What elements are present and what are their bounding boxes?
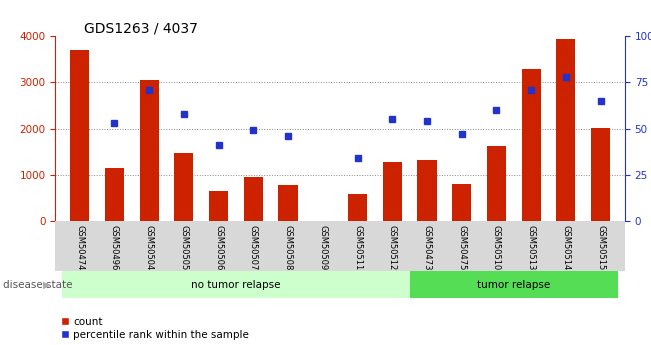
Legend: count, percentile rank within the sample: count, percentile rank within the sample — [61, 317, 249, 340]
Text: GSM50474: GSM50474 — [75, 225, 84, 270]
Text: GSM50507: GSM50507 — [249, 225, 258, 270]
Text: GSM50509: GSM50509 — [318, 225, 327, 270]
Text: GSM50514: GSM50514 — [561, 225, 570, 270]
Bar — [521, 69, 541, 221]
Text: GSM50510: GSM50510 — [492, 225, 501, 270]
Text: GSM50506: GSM50506 — [214, 225, 223, 270]
Text: GSM50515: GSM50515 — [596, 225, 605, 270]
Text: GSM50475: GSM50475 — [457, 225, 466, 270]
Text: GSM50496: GSM50496 — [110, 225, 119, 270]
Text: ▶: ▶ — [42, 280, 50, 289]
Text: GSM50512: GSM50512 — [388, 225, 396, 270]
Text: disease state: disease state — [3, 280, 73, 289]
Bar — [409, 271, 618, 298]
Bar — [591, 128, 610, 221]
Text: GDS1263 / 4037: GDS1263 / 4037 — [84, 21, 198, 35]
Text: GSM50505: GSM50505 — [179, 225, 188, 270]
Bar — [139, 80, 159, 221]
Bar — [383, 162, 402, 221]
Bar — [557, 39, 575, 221]
Bar — [279, 185, 298, 221]
Bar — [348, 194, 367, 221]
Text: GSM50511: GSM50511 — [353, 225, 362, 270]
Bar — [105, 168, 124, 221]
Bar — [452, 184, 471, 221]
Bar — [417, 160, 437, 221]
Bar — [62, 271, 409, 298]
Text: GSM50508: GSM50508 — [284, 225, 292, 270]
Text: GSM50473: GSM50473 — [422, 225, 432, 270]
Text: GSM50513: GSM50513 — [527, 225, 536, 270]
Text: tumor relapse: tumor relapse — [477, 280, 551, 289]
Text: GSM50504: GSM50504 — [145, 225, 154, 270]
Bar — [243, 177, 263, 221]
Bar — [70, 50, 89, 221]
Bar — [174, 152, 193, 221]
Bar — [209, 191, 228, 221]
Bar — [487, 146, 506, 221]
Text: no tumor relapse: no tumor relapse — [191, 280, 281, 289]
